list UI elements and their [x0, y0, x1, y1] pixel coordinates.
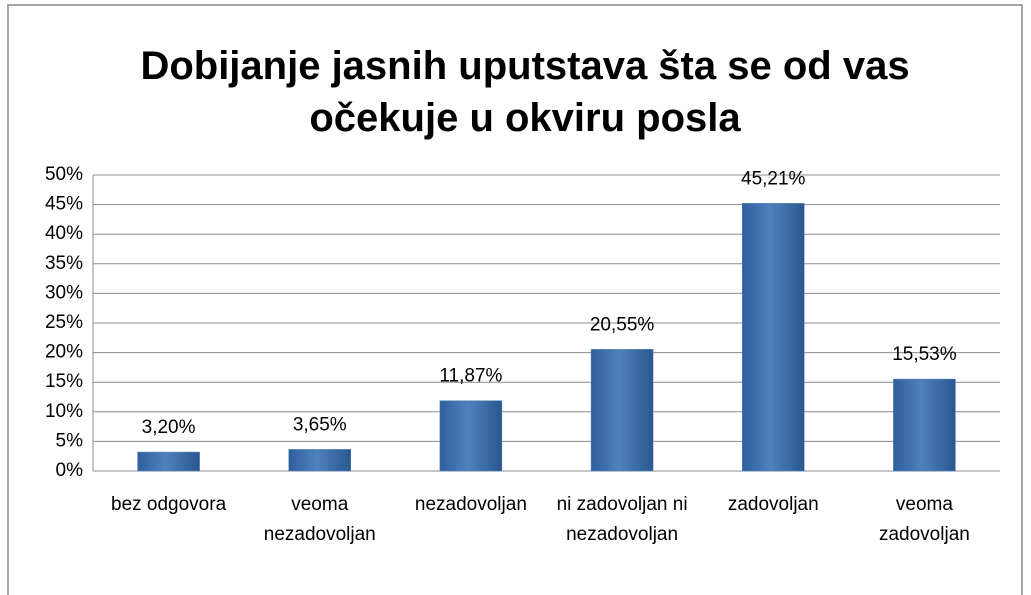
bar [288, 449, 351, 472]
bar [893, 378, 956, 472]
x-tick-label: nezadovoljan [414, 494, 527, 515]
data-label: 3,65% [293, 414, 347, 435]
y-tick-label: 25% [45, 312, 83, 333]
y-tick-label: 35% [45, 253, 83, 274]
y-tick-label: 50% [45, 164, 83, 185]
y-tick-label: 10% [45, 401, 83, 422]
bar [742, 203, 805, 472]
bar [590, 349, 654, 472]
data-label: 45,21% [741, 168, 806, 189]
x-tick-label: veoma nezadovoljan [263, 494, 376, 545]
x-tick-label: ni zadovoljan ni nezadovoljan [556, 494, 688, 545]
bar [439, 400, 503, 472]
y-tick-label: 0% [56, 460, 84, 481]
x-tick-label: bez odgovora [111, 494, 227, 515]
chart-title: Dobijanje jasnih uputstava šta se od vas… [140, 44, 910, 140]
data-label: 3,20% [142, 417, 196, 438]
y-tick-label: 45% [45, 194, 83, 215]
chart-border [7, 4, 1023, 595]
data-label: 15,53% [892, 344, 957, 365]
x-tick-label: zadovoljan [727, 494, 819, 515]
y-tick-label: 30% [45, 282, 83, 303]
y-tick-label: 5% [56, 430, 84, 451]
y-tick-label: 40% [45, 223, 83, 244]
x-tick-label: veoma zadovoljan [878, 494, 970, 545]
bar [137, 451, 200, 472]
y-tick-label: 20% [45, 342, 83, 363]
y-tick-label: 15% [45, 371, 83, 392]
data-label: 20,55% [590, 314, 655, 335]
data-label: 11,87% [439, 366, 502, 387]
